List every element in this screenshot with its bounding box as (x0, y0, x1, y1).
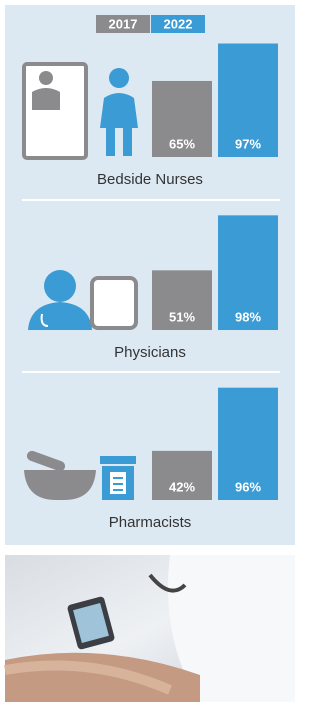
photo (5, 555, 295, 702)
bed-icon (24, 64, 86, 158)
category-label: Physicians (114, 344, 186, 361)
tablet-icon (92, 278, 136, 328)
value-label: 96% (235, 479, 261, 494)
category-label: Bedside Nurses (97, 171, 203, 188)
value-label: 97% (235, 136, 261, 151)
value-label: 42% (169, 479, 195, 494)
value-label: 51% (169, 309, 195, 324)
category-label: Pharmacists (109, 514, 192, 531)
legend-label: 2017 (109, 16, 138, 31)
legend-label: 2022 (164, 16, 193, 31)
value-label: 65% (169, 136, 195, 151)
pill-bottle-icon (100, 456, 136, 500)
infographic: 2017 2022 65% 97% Bedside Nurses 51% 98% Physic… (0, 0, 300, 702)
value-label: 98% (235, 309, 261, 324)
